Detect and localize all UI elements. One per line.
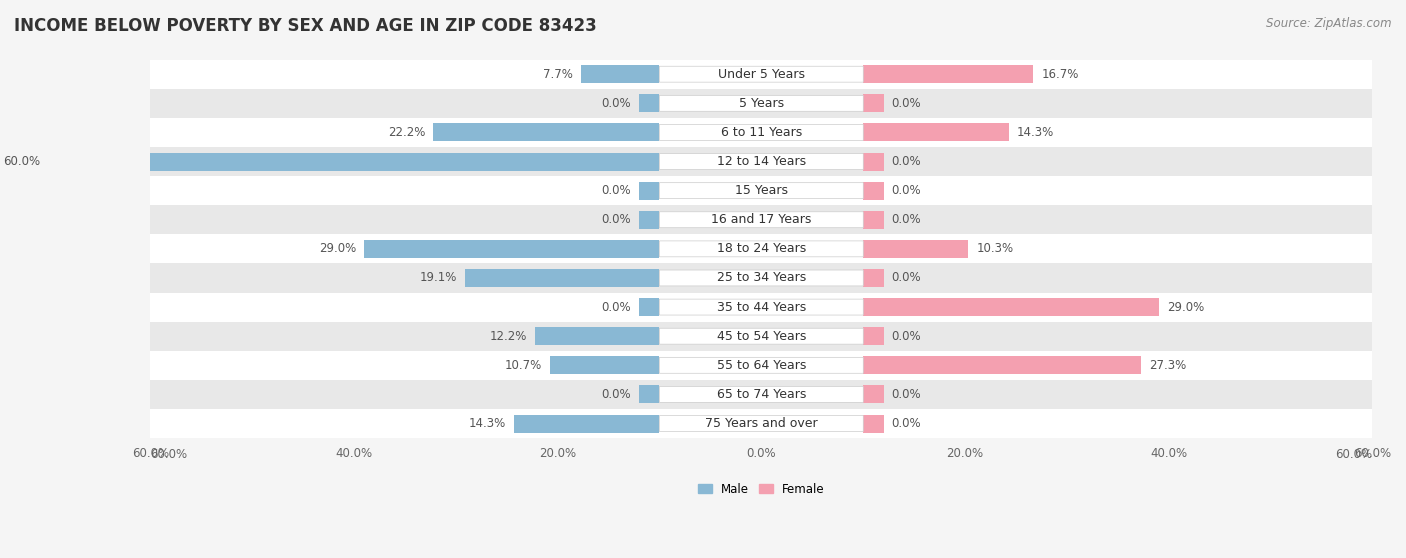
- Bar: [863, 211, 883, 229]
- Text: 29.0%: 29.0%: [319, 242, 356, 256]
- Bar: [48, 152, 659, 171]
- Bar: [640, 386, 659, 403]
- Text: 29.0%: 29.0%: [1167, 301, 1204, 314]
- Text: 0.0%: 0.0%: [891, 97, 921, 110]
- Text: 6 to 11 Years: 6 to 11 Years: [721, 126, 801, 139]
- Text: 18 to 24 Years: 18 to 24 Years: [717, 242, 806, 256]
- Text: 15 Years: 15 Years: [735, 184, 787, 197]
- Text: 55 to 64 Years: 55 to 64 Years: [717, 359, 806, 372]
- Text: 0.0%: 0.0%: [891, 272, 921, 285]
- Text: 12.2%: 12.2%: [489, 330, 527, 343]
- Text: 7.7%: 7.7%: [543, 68, 572, 81]
- Bar: [150, 147, 1372, 176]
- Bar: [150, 292, 1372, 321]
- Text: 45 to 54 Years: 45 to 54 Years: [717, 330, 806, 343]
- Text: 14.3%: 14.3%: [1017, 126, 1054, 139]
- Bar: [863, 298, 1159, 316]
- Bar: [513, 415, 659, 432]
- Bar: [863, 327, 883, 345]
- FancyBboxPatch shape: [659, 241, 863, 257]
- Text: 0.0%: 0.0%: [602, 213, 631, 226]
- Bar: [150, 409, 1372, 438]
- Bar: [150, 321, 1372, 351]
- Legend: Male, Female: Male, Female: [693, 478, 830, 501]
- FancyBboxPatch shape: [659, 66, 863, 82]
- Bar: [465, 269, 659, 287]
- Bar: [150, 380, 1372, 409]
- Bar: [863, 181, 883, 200]
- FancyBboxPatch shape: [659, 299, 863, 315]
- Text: 0.0%: 0.0%: [891, 330, 921, 343]
- Bar: [863, 240, 969, 258]
- Bar: [863, 269, 883, 287]
- Text: 14.3%: 14.3%: [468, 417, 506, 430]
- FancyBboxPatch shape: [659, 270, 863, 286]
- Bar: [364, 240, 659, 258]
- Bar: [433, 123, 659, 141]
- Text: 0.0%: 0.0%: [602, 301, 631, 314]
- Text: 10.7%: 10.7%: [505, 359, 543, 372]
- FancyBboxPatch shape: [659, 182, 863, 199]
- Bar: [863, 123, 1010, 141]
- Text: 5 Years: 5 Years: [738, 97, 785, 110]
- Text: 22.2%: 22.2%: [388, 126, 425, 139]
- Text: 60.0%: 60.0%: [3, 155, 41, 168]
- FancyBboxPatch shape: [659, 95, 863, 111]
- Text: 0.0%: 0.0%: [891, 213, 921, 226]
- Text: 60.0%: 60.0%: [150, 448, 187, 461]
- Text: 10.3%: 10.3%: [976, 242, 1014, 256]
- Bar: [863, 415, 883, 432]
- Text: 0.0%: 0.0%: [602, 184, 631, 197]
- Text: 19.1%: 19.1%: [419, 272, 457, 285]
- Text: 27.3%: 27.3%: [1149, 359, 1187, 372]
- Bar: [551, 356, 659, 374]
- Bar: [150, 118, 1372, 147]
- Text: 16.7%: 16.7%: [1042, 68, 1078, 81]
- Text: Under 5 Years: Under 5 Years: [718, 68, 804, 81]
- Text: 0.0%: 0.0%: [891, 155, 921, 168]
- Text: 0.0%: 0.0%: [891, 184, 921, 197]
- Text: 12 to 14 Years: 12 to 14 Years: [717, 155, 806, 168]
- FancyBboxPatch shape: [659, 212, 863, 228]
- Bar: [150, 234, 1372, 263]
- Text: 75 Years and over: 75 Years and over: [704, 417, 818, 430]
- Text: 65 to 74 Years: 65 to 74 Years: [717, 388, 806, 401]
- Text: 0.0%: 0.0%: [891, 388, 921, 401]
- Bar: [150, 205, 1372, 234]
- Bar: [150, 89, 1372, 118]
- Bar: [640, 94, 659, 112]
- FancyBboxPatch shape: [659, 328, 863, 344]
- Bar: [640, 181, 659, 200]
- Text: 35 to 44 Years: 35 to 44 Years: [717, 301, 806, 314]
- Bar: [581, 65, 659, 83]
- Bar: [863, 65, 1033, 83]
- FancyBboxPatch shape: [659, 124, 863, 141]
- Bar: [150, 351, 1372, 380]
- Bar: [863, 356, 1142, 374]
- Bar: [536, 327, 659, 345]
- FancyBboxPatch shape: [659, 153, 863, 170]
- Bar: [863, 386, 883, 403]
- Bar: [640, 211, 659, 229]
- Text: INCOME BELOW POVERTY BY SEX AND AGE IN ZIP CODE 83423: INCOME BELOW POVERTY BY SEX AND AGE IN Z…: [14, 17, 596, 35]
- Bar: [640, 298, 659, 316]
- FancyBboxPatch shape: [659, 357, 863, 373]
- Text: Source: ZipAtlas.com: Source: ZipAtlas.com: [1267, 17, 1392, 30]
- Text: 60.0%: 60.0%: [1336, 448, 1372, 461]
- Text: 0.0%: 0.0%: [891, 417, 921, 430]
- Text: 25 to 34 Years: 25 to 34 Years: [717, 272, 806, 285]
- Text: 16 and 17 Years: 16 and 17 Years: [711, 213, 811, 226]
- Bar: [150, 60, 1372, 89]
- Text: 0.0%: 0.0%: [602, 388, 631, 401]
- FancyBboxPatch shape: [659, 387, 863, 402]
- FancyBboxPatch shape: [659, 416, 863, 431]
- Text: 0.0%: 0.0%: [602, 97, 631, 110]
- Bar: [150, 263, 1372, 292]
- Bar: [863, 152, 883, 171]
- Bar: [863, 94, 883, 112]
- Bar: [150, 176, 1372, 205]
